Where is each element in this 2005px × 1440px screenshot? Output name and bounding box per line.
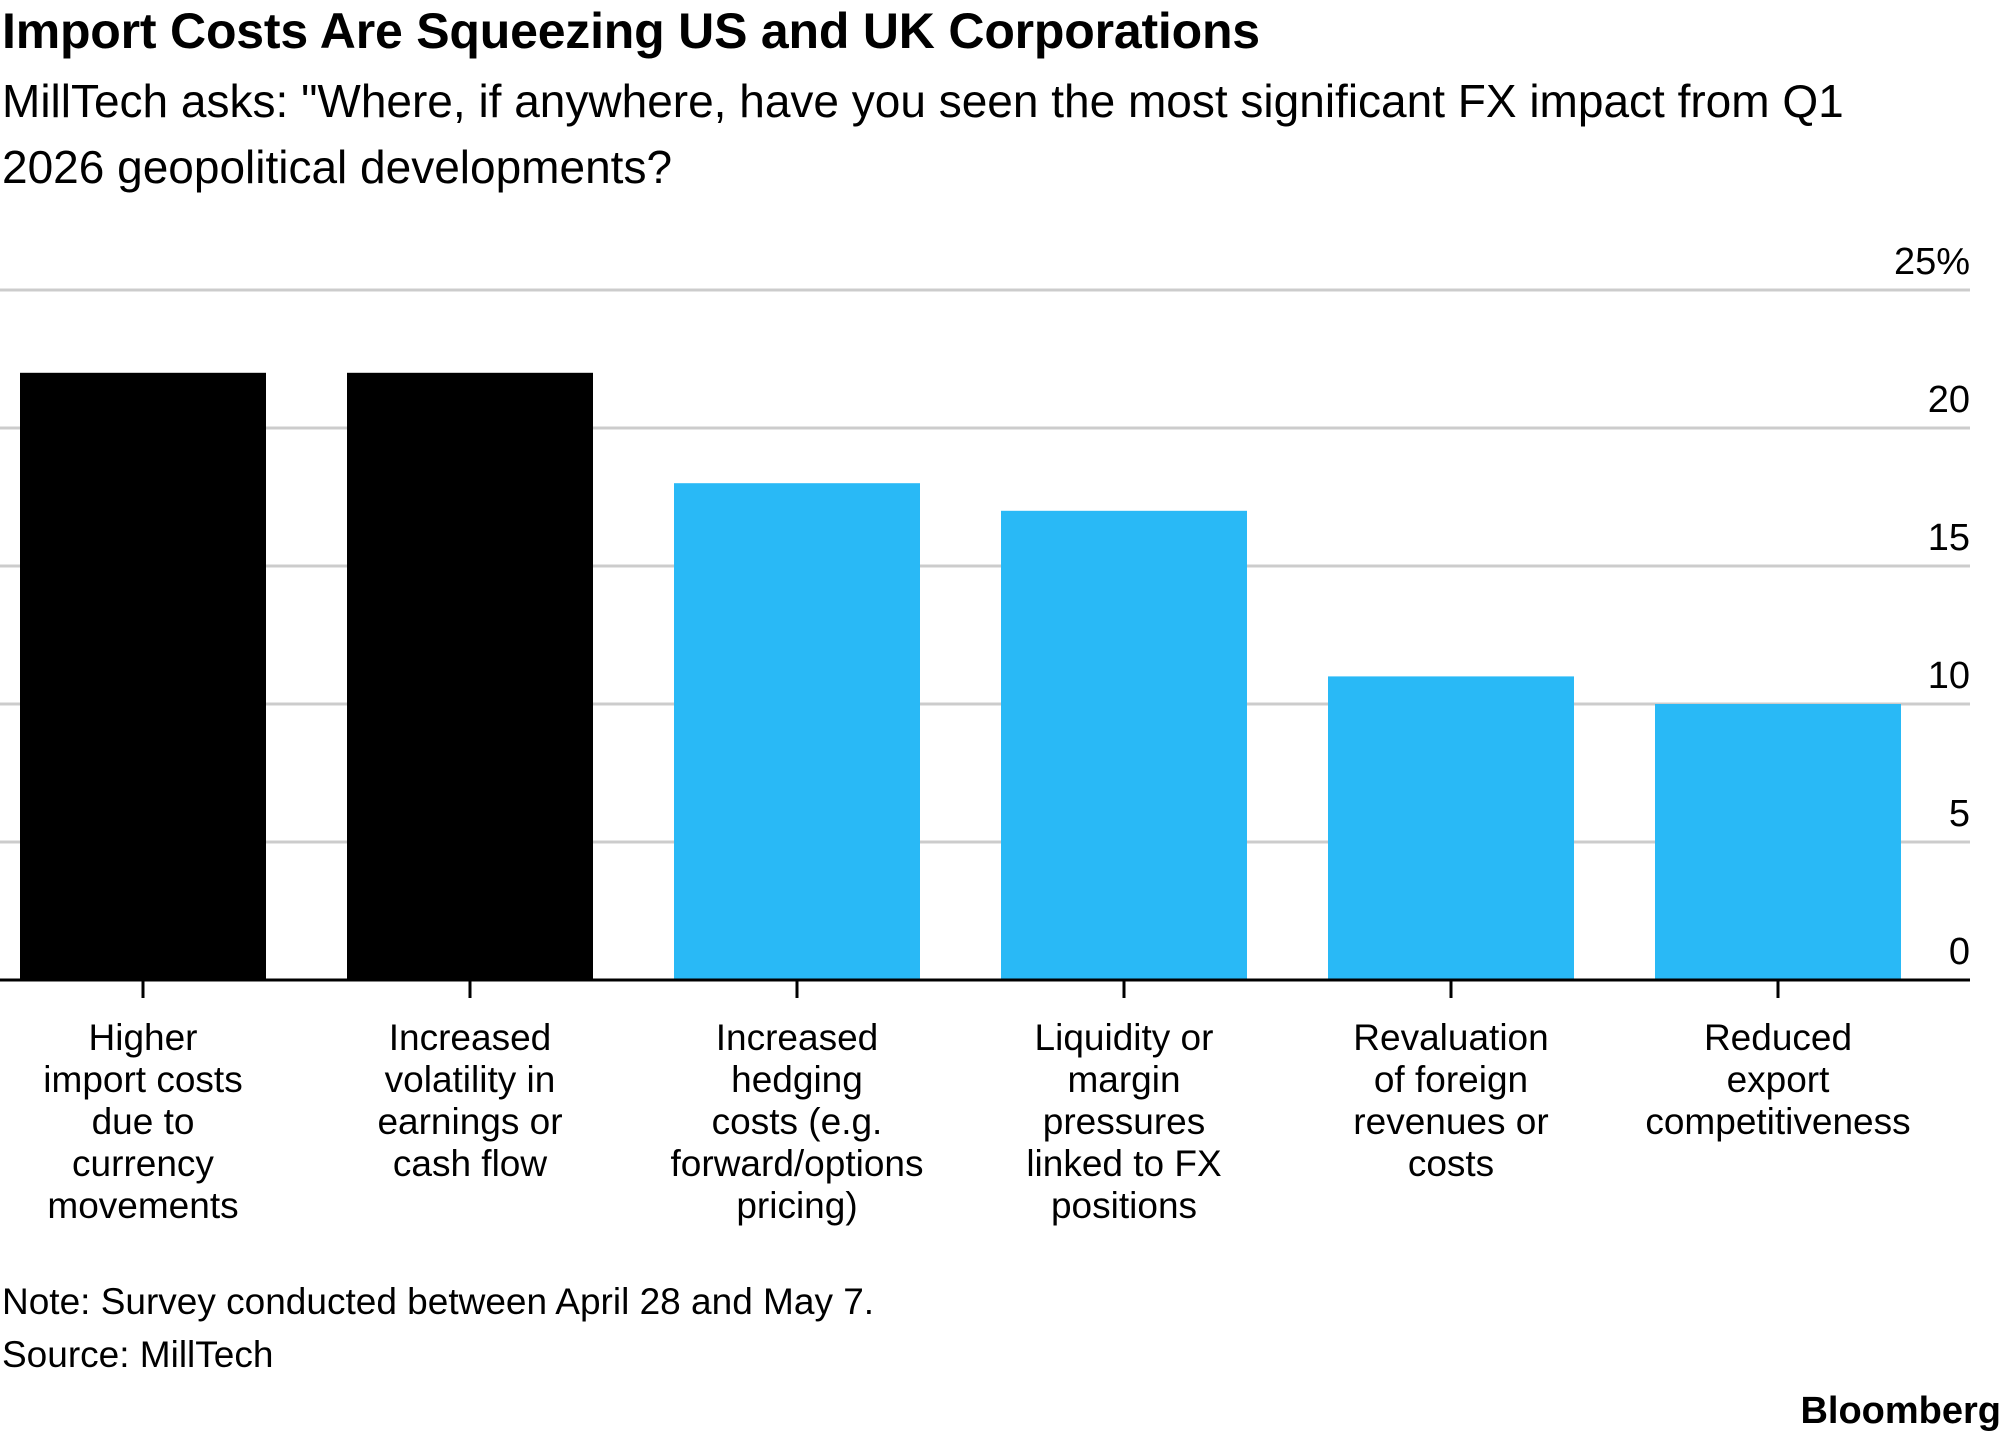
x-category-labels: Higher import costs due to currency movement…	[43, 1017, 1910, 1226]
bar	[1328, 676, 1574, 980]
x-tick-label: Revaluation of foreign revenues or costs	[1353, 1017, 1548, 1184]
chart-subtitle: MillTech asks: "Where, if anywhere, have…	[2, 75, 1844, 193]
bar	[1001, 510, 1247, 980]
bloomberg-logo: Bloomberg	[1800, 1390, 2001, 1432]
bars	[20, 372, 1901, 980]
x-axis	[0, 978, 1970, 998]
bar	[1655, 704, 1901, 980]
x-tick-label: Reduced export competitiveness	[1645, 1017, 1910, 1142]
y-tick-label: 5	[1949, 793, 1970, 835]
chart-note: Note: Survey conducted between April 28 …	[2, 1281, 875, 1322]
x-tick-label: Higher import costs due to currency movement…	[43, 1017, 242, 1226]
chart-source: Source: MillTech	[2, 1334, 274, 1375]
bar-chart: 0 5 10 15 20 25% Higher import costs due to curr…	[0, 241, 1970, 1226]
y-axis-ticks: 0 5 10 15 20 25%	[1894, 241, 1970, 973]
y-tick-label: 20	[1928, 379, 1970, 421]
y-tick-label: 10	[1928, 655, 1970, 697]
y-tick-label: 15	[1928, 517, 1970, 559]
x-tick-label: Liquidity or margin pressures linked to FX p…	[1026, 1017, 1221, 1226]
y-tick-label: 0	[1949, 931, 1970, 973]
y-tick-label: 25%	[1894, 241, 1970, 283]
bar	[20, 372, 266, 980]
x-tick-label: Increased volatility in earnings or cash fl…	[377, 1017, 562, 1184]
bar	[347, 372, 593, 980]
gridlines	[0, 288, 1970, 844]
bar	[674, 483, 920, 980]
x-tick-label: Increased hedging costs (e.g. forward/optio…	[671, 1017, 924, 1226]
chart-title: Import Costs Are Squeezing US and UK Cor…	[2, 3, 1260, 59]
